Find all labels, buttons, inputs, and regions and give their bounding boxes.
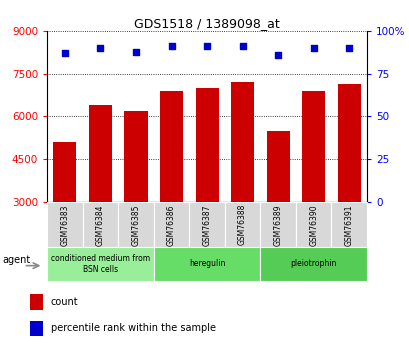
Bar bbox=[330, 202, 366, 247]
Text: count: count bbox=[51, 297, 78, 307]
Text: GSM76389: GSM76389 bbox=[273, 204, 282, 246]
Text: conditioned medium from
BSN cells: conditioned medium from BSN cells bbox=[51, 254, 150, 274]
Bar bbox=[83, 202, 118, 247]
Text: GSM76384: GSM76384 bbox=[96, 204, 105, 246]
Point bbox=[203, 44, 210, 49]
Text: GSM76391: GSM76391 bbox=[344, 204, 353, 246]
Text: GSM76385: GSM76385 bbox=[131, 204, 140, 246]
Point bbox=[133, 49, 139, 54]
Text: GSM76383: GSM76383 bbox=[60, 204, 69, 246]
Title: GDS1518 / 1389098_at: GDS1518 / 1389098_at bbox=[134, 17, 279, 30]
Bar bbox=[153, 202, 189, 247]
Point bbox=[168, 44, 174, 49]
Bar bbox=[337, 84, 360, 202]
Bar bbox=[53, 142, 76, 202]
Bar bbox=[118, 202, 153, 247]
Text: GSM76386: GSM76386 bbox=[166, 204, 175, 246]
Bar bbox=[301, 91, 324, 202]
Bar bbox=[260, 202, 295, 247]
Text: GSM76387: GSM76387 bbox=[202, 204, 211, 246]
Point bbox=[345, 45, 352, 51]
Bar bbox=[266, 131, 289, 202]
Bar bbox=[30, 294, 43, 309]
Bar bbox=[295, 202, 330, 247]
Text: percentile rank within the sample: percentile rank within the sample bbox=[51, 323, 215, 333]
Bar bbox=[231, 82, 254, 202]
Bar bbox=[195, 88, 218, 202]
Point bbox=[97, 45, 103, 51]
Text: agent: agent bbox=[2, 256, 31, 265]
Bar bbox=[89, 105, 112, 202]
Bar bbox=[153, 247, 260, 281]
Text: GSM76390: GSM76390 bbox=[308, 204, 317, 246]
Bar bbox=[160, 91, 182, 202]
Point bbox=[239, 44, 245, 49]
Point bbox=[274, 52, 281, 58]
Bar bbox=[30, 321, 43, 336]
Bar bbox=[124, 111, 147, 202]
Text: pleiotrophin: pleiotrophin bbox=[290, 259, 336, 268]
Text: GSM76388: GSM76388 bbox=[238, 204, 247, 245]
Bar bbox=[47, 247, 153, 281]
Point bbox=[61, 50, 68, 56]
Bar bbox=[47, 202, 83, 247]
Bar bbox=[224, 202, 260, 247]
Bar bbox=[260, 247, 366, 281]
Point bbox=[310, 45, 316, 51]
Text: heregulin: heregulin bbox=[189, 259, 225, 268]
Bar bbox=[189, 202, 224, 247]
